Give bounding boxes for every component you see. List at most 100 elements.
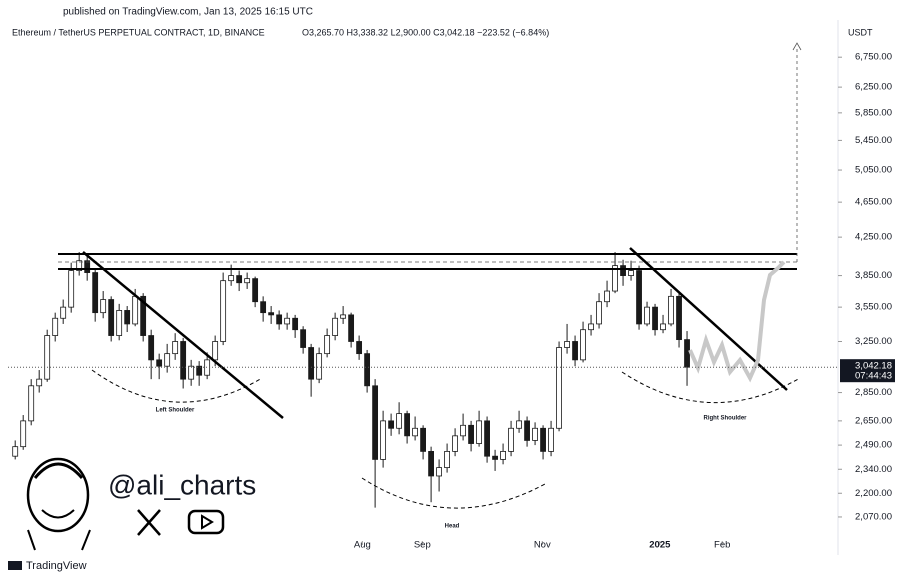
candle-body bbox=[508, 427, 514, 452]
brand-logo bbox=[8, 561, 22, 570]
candle-body bbox=[556, 347, 562, 429]
candle-body bbox=[452, 435, 458, 452]
candle-body bbox=[100, 299, 107, 314]
candle-body bbox=[652, 306, 658, 331]
candle-body bbox=[28, 385, 35, 422]
candle-body bbox=[420, 427, 426, 452]
annotation-label: Left Shoulder bbox=[156, 408, 195, 414]
candle-body bbox=[156, 359, 163, 367]
candle-body bbox=[356, 341, 363, 355]
watermark: @ali_charts bbox=[26, 457, 256, 551]
candle-body bbox=[196, 365, 203, 376]
candle-body bbox=[460, 424, 466, 437]
shoulder-arc bbox=[91, 369, 263, 403]
candle-body bbox=[308, 347, 315, 380]
candle-body bbox=[228, 275, 235, 282]
candle-body bbox=[444, 450, 450, 469]
last-price-box bbox=[840, 359, 895, 383]
y-tick-label: 2,650.00 bbox=[855, 415, 892, 426]
candle-body bbox=[20, 420, 27, 448]
candle-body bbox=[636, 270, 642, 325]
youtube-icon bbox=[187, 509, 225, 535]
x-tick-label: Aug bbox=[354, 540, 371, 551]
candle-body bbox=[412, 427, 419, 437]
y-tick-label: 4,650.00 bbox=[855, 197, 892, 208]
candle-body bbox=[212, 341, 219, 361]
avatar bbox=[26, 457, 90, 533]
candle-body bbox=[252, 278, 259, 303]
candle-body bbox=[476, 420, 482, 444]
y-tick-label: 5,450.00 bbox=[855, 135, 892, 146]
candle-body bbox=[372, 385, 379, 460]
candle-body bbox=[276, 314, 283, 325]
y-tick-label: 2,850.00 bbox=[855, 387, 892, 398]
candle-body bbox=[612, 265, 618, 292]
candle-body bbox=[172, 341, 179, 355]
candle-body bbox=[676, 295, 682, 341]
candle-body bbox=[116, 310, 123, 336]
candle-body bbox=[668, 295, 674, 325]
target-arrowhead bbox=[792, 42, 802, 51]
candle-body bbox=[348, 314, 355, 342]
ohlc-label: O3,265.70 H3,338.32 L2,900.00 C3,042.18 … bbox=[302, 27, 549, 37]
candle-body bbox=[660, 323, 666, 331]
candle-body bbox=[620, 265, 626, 276]
candle-body bbox=[68, 270, 75, 308]
y-axis-label: USDT bbox=[848, 27, 873, 37]
candle-body bbox=[524, 420, 530, 441]
candle-body bbox=[268, 312, 275, 316]
annotation-label: Right Shoulder bbox=[704, 416, 748, 422]
y-tick-label: 2,070.00 bbox=[855, 511, 892, 522]
candle-body bbox=[188, 365, 195, 380]
y-tick-label: 2,340.00 bbox=[855, 464, 892, 475]
candle-body bbox=[484, 420, 490, 457]
candle-body bbox=[316, 353, 323, 380]
candle-body bbox=[532, 427, 538, 441]
annotations: Left Shoulder Head Right Shoulder bbox=[58, 42, 802, 530]
chart-title: Ethereum / TetherUS PERPETUAL CONTRACT, … bbox=[12, 27, 265, 37]
countdown: 07:44:43 bbox=[855, 371, 892, 382]
candle-body bbox=[300, 329, 307, 348]
y-tick-label: 3,250.00 bbox=[855, 336, 892, 347]
candle-body bbox=[492, 455, 498, 460]
candle-body bbox=[404, 413, 411, 437]
x-tick-label: 2025 bbox=[649, 540, 671, 551]
x-tick-label: Sep bbox=[414, 540, 431, 551]
avatar-smile bbox=[41, 509, 75, 519]
candle-body bbox=[204, 359, 211, 376]
candle-body bbox=[60, 306, 67, 319]
avatar-hair bbox=[33, 462, 84, 479]
candle-body bbox=[548, 427, 554, 452]
head-arc bbox=[361, 477, 546, 509]
candle-body bbox=[164, 353, 171, 367]
x-icon bbox=[137, 509, 161, 536]
avatar-body bbox=[27, 529, 91, 551]
shoulder-arc bbox=[621, 371, 801, 404]
candle-body bbox=[132, 295, 139, 325]
trendline bbox=[82, 251, 284, 419]
candle-body bbox=[140, 295, 147, 336]
y-tick-label: 4,250.00 bbox=[855, 232, 892, 243]
candle-body bbox=[428, 450, 434, 477]
annotation-label: Head bbox=[445, 524, 460, 530]
y-tick-label: 6,750.00 bbox=[855, 52, 892, 63]
candle-body bbox=[436, 467, 442, 477]
trendline bbox=[629, 247, 788, 391]
candle-body bbox=[388, 420, 395, 429]
y-tick-label: 3,550.00 bbox=[855, 302, 892, 313]
candles bbox=[12, 252, 690, 508]
candle-body bbox=[244, 278, 251, 284]
candle-body bbox=[148, 335, 155, 361]
candle-body bbox=[52, 317, 59, 336]
candle-body bbox=[36, 378, 43, 387]
candle-body bbox=[124, 310, 131, 325]
candle-body bbox=[44, 335, 51, 380]
candle-body bbox=[108, 299, 115, 336]
candle-body bbox=[236, 275, 243, 284]
candle-body bbox=[500, 450, 506, 460]
candle-body bbox=[596, 301, 602, 325]
candle-body bbox=[84, 260, 91, 273]
candle-body bbox=[340, 314, 347, 319]
